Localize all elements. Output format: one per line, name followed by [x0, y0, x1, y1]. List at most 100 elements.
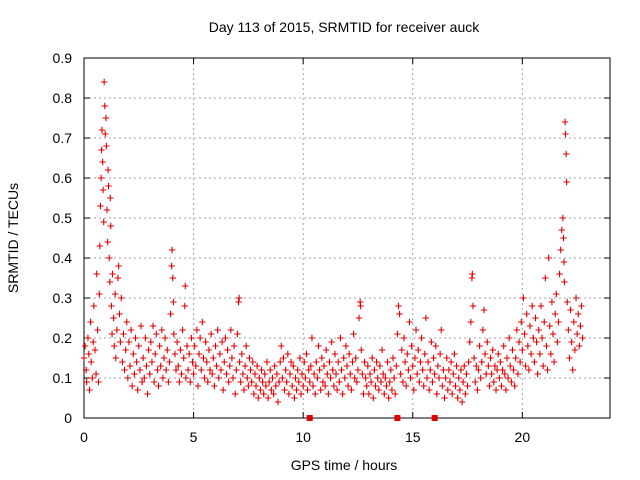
data-point [526, 322, 534, 330]
data-point [489, 346, 496, 354]
data-point [475, 366, 482, 374]
data-point [188, 334, 195, 342]
data-point [138, 378, 146, 386]
data-point [303, 350, 310, 358]
x-axis-marker [431, 415, 438, 421]
data-point [306, 378, 313, 386]
data-point [169, 274, 176, 282]
data-point [453, 362, 460, 370]
data-point [454, 394, 461, 402]
data-point [91, 346, 99, 354]
data-point [305, 366, 312, 374]
data-point [214, 326, 221, 334]
data-point [317, 386, 324, 394]
data-point [431, 370, 438, 378]
data-point [181, 302, 189, 310]
data-point [115, 262, 122, 270]
axis-ticks [83, 57, 610, 419]
data-point [419, 366, 426, 374]
data-point [94, 326, 101, 334]
data-point [463, 370, 470, 378]
data-point [384, 358, 391, 366]
data-point [90, 338, 97, 346]
data-point [263, 358, 271, 366]
data-point [394, 330, 401, 338]
data-point [186, 350, 193, 358]
data-point [350, 330, 357, 338]
data-point [531, 358, 538, 366]
data-point [484, 338, 491, 346]
data-point [89, 374, 96, 382]
data-point [386, 378, 393, 386]
data-point [101, 102, 109, 110]
data-point [262, 382, 270, 390]
data-point [248, 378, 255, 386]
data-point [308, 334, 316, 342]
data-point [393, 362, 400, 370]
data-point [224, 346, 231, 354]
data-point [273, 370, 281, 378]
data-point [110, 314, 117, 322]
data-point [381, 390, 388, 398]
data-point [481, 350, 489, 358]
data-point [422, 314, 430, 322]
data-point [111, 290, 119, 298]
data-point [309, 382, 317, 390]
data-point [286, 370, 294, 378]
data-point [154, 366, 161, 374]
data-point [319, 378, 327, 386]
data-point [92, 370, 100, 378]
data-point [498, 382, 505, 390]
data-point [253, 362, 261, 370]
data-point [536, 350, 544, 358]
data-point [205, 346, 213, 354]
data-point [507, 362, 514, 370]
data-point [108, 330, 116, 338]
data-point [217, 366, 225, 374]
data-point [167, 310, 174, 318]
data-point [228, 354, 236, 362]
data-point [215, 374, 222, 382]
data-point [117, 338, 124, 346]
data-point [355, 314, 363, 322]
y-tick-label: 0.4 [53, 250, 73, 266]
data-point [131, 370, 138, 378]
data-point [226, 362, 233, 370]
data-point [358, 346, 365, 354]
data-point [213, 362, 220, 370]
data-point [143, 362, 150, 370]
data-point [282, 366, 289, 374]
data-point [561, 278, 568, 286]
data-point [537, 302, 545, 310]
data-point [134, 386, 141, 394]
data-point [171, 350, 179, 358]
data-point [135, 342, 142, 350]
data-point [508, 378, 515, 386]
data-point [377, 378, 385, 386]
data-point [130, 350, 137, 358]
plot-frame [83, 57, 611, 419]
data-point [382, 374, 389, 382]
data-point [97, 174, 105, 182]
data-point [383, 382, 390, 390]
data-point [168, 262, 175, 270]
data-point [456, 386, 464, 394]
data-point [270, 390, 277, 398]
y-tick-label: 0.8 [53, 90, 73, 106]
data-point [298, 370, 306, 378]
tick-labels: 0 0.1 0.2 0.3 0.4 0.5 0.6 0.7 0.8 0.9 0 5 10 15 20 [53, 50, 531, 445]
data-point [466, 338, 473, 346]
data-point [572, 294, 580, 302]
data-point [416, 378, 423, 386]
data-point [421, 350, 429, 358]
data-point [367, 378, 375, 386]
data-point [238, 350, 245, 358]
data-point [196, 334, 204, 342]
x-tick-label: 20 [515, 429, 531, 445]
data-point [206, 366, 214, 374]
data-point [449, 390, 456, 398]
data-point [194, 382, 202, 390]
data-point [567, 306, 574, 314]
data-point [577, 322, 584, 330]
data-point [450, 370, 457, 378]
